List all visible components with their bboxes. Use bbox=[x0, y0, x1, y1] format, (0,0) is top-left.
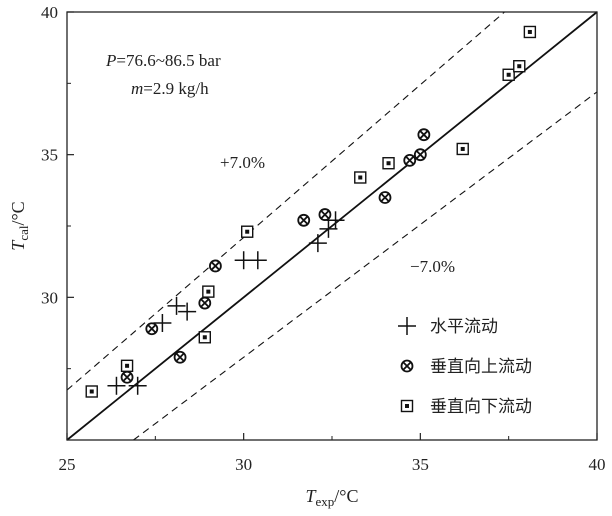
y-axis-title-sub: cal bbox=[16, 225, 31, 241]
legend-label: 垂直向下流动 bbox=[430, 397, 532, 417]
point-dotted-square bbox=[456, 142, 469, 156]
legend-marker-dotted-square bbox=[400, 399, 414, 413]
x-tick-label: 40 bbox=[589, 455, 606, 474]
ideal-line bbox=[66, 11, 598, 441]
point-circle-x bbox=[297, 213, 311, 227]
legend-marker-plus bbox=[398, 317, 416, 335]
y-tick-label: 40 bbox=[41, 3, 58, 22]
series-circle-x bbox=[120, 128, 431, 384]
plot-frame bbox=[66, 11, 598, 441]
x-axis-title: Texp/°C bbox=[305, 486, 358, 509]
point-plus bbox=[178, 302, 197, 321]
point-circle-x bbox=[198, 296, 212, 310]
legend-label: 垂直向上流动 bbox=[430, 357, 532, 377]
point-circle-x bbox=[120, 370, 134, 384]
point-plus bbox=[128, 376, 147, 395]
point-circle-x bbox=[403, 153, 417, 167]
y-axis-title: Tcal/°C bbox=[8, 201, 31, 250]
x-axis-title-main: T bbox=[305, 486, 317, 506]
y-tick-label: 30 bbox=[41, 288, 58, 307]
point-dotted-square bbox=[502, 68, 515, 81]
point-dotted-square bbox=[513, 60, 526, 73]
y-axis-title-main: T bbox=[8, 239, 28, 251]
mass-flow-value: =2.9 kg/h bbox=[143, 79, 209, 98]
plus-7-percent-label: +7.0% bbox=[220, 153, 265, 172]
point-circle-x bbox=[417, 128, 431, 142]
mass-flow-symbol: m bbox=[131, 79, 143, 98]
x-tick-label: 25 bbox=[59, 455, 76, 474]
deviation-line-1 bbox=[66, 11, 505, 391]
y-tick-label: 35 bbox=[41, 146, 58, 165]
point-plus bbox=[107, 376, 126, 395]
point-dotted-square bbox=[240, 225, 254, 238]
point-circle-x bbox=[318, 208, 332, 221]
point-dotted-square bbox=[354, 171, 367, 184]
point-circle-x bbox=[173, 350, 187, 364]
x-axis-title-sub: exp bbox=[316, 494, 335, 509]
point-dotted-square bbox=[202, 285, 215, 298]
series-dotted-square bbox=[85, 25, 537, 398]
point-dotted-square bbox=[382, 157, 395, 170]
data-points bbox=[85, 25, 537, 398]
pressure-value: =76.6~86.5 bar bbox=[116, 51, 221, 70]
point-plus bbox=[319, 219, 338, 238]
reference-lines bbox=[66, 11, 598, 441]
point-circle-x bbox=[208, 259, 222, 273]
pressure-annotation: P=76.6~86.5 bar bbox=[105, 51, 221, 70]
x-tick-label: 35 bbox=[412, 455, 429, 474]
point-plus bbox=[153, 314, 172, 333]
pressure-symbol: P bbox=[105, 51, 116, 70]
point-plus bbox=[167, 296, 186, 315]
y-axis-title-unit: /°C bbox=[8, 201, 28, 225]
legend-marker-circle-x bbox=[400, 359, 414, 373]
point-circle-x bbox=[413, 148, 427, 162]
x-tick-label: 30 bbox=[235, 455, 252, 474]
point-dotted-square bbox=[198, 331, 212, 344]
tick-labels: 25 30 35 40 30 35 40 bbox=[41, 3, 606, 474]
mass-flow-annotation: m=2.9 kg/h bbox=[131, 79, 209, 98]
point-dotted-square bbox=[120, 359, 134, 373]
minus-7-percent-label: −7.0% bbox=[410, 257, 455, 276]
point-dotted-square bbox=[523, 25, 537, 39]
point-dotted-square bbox=[85, 385, 98, 398]
point-plus bbox=[326, 211, 345, 230]
point-plus bbox=[308, 234, 327, 253]
point-plus bbox=[248, 251, 267, 270]
point-circle-x bbox=[145, 322, 159, 336]
series-plus bbox=[107, 211, 345, 395]
legend-label: 水平流动 bbox=[430, 317, 498, 337]
point-circle-x bbox=[378, 191, 392, 204]
deviation-line-2 bbox=[133, 91, 598, 441]
x-axis-title-unit: /°C bbox=[334, 486, 358, 506]
